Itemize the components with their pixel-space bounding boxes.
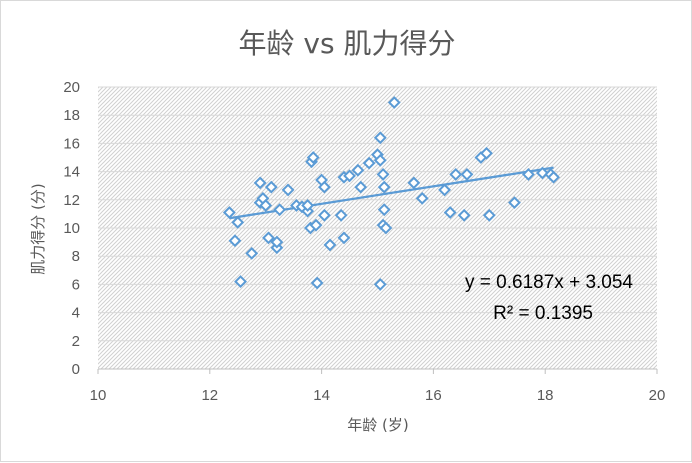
y-tick-label: 12 [63, 192, 80, 209]
x-tick-label: 18 [537, 387, 554, 404]
data-point [460, 168, 474, 181]
data-point [301, 199, 315, 212]
data-point [438, 183, 451, 197]
trendline-equation: y = 0.6187x + 3.054 [465, 272, 633, 293]
data-point [547, 170, 560, 184]
data-point [337, 231, 351, 245]
y-tick-label: 6 [72, 276, 80, 293]
chart-title: 年龄 vs 肌力得分 [239, 27, 456, 60]
data-point [317, 208, 331, 222]
data-point [270, 235, 284, 249]
data-point [310, 276, 324, 290]
data-point [228, 234, 242, 248]
data-point [407, 176, 421, 190]
gridlines [98, 86, 657, 370]
data-point [480, 146, 493, 160]
data-point [323, 238, 337, 252]
data-point [362, 156, 376, 170]
y-tick-label: 8 [72, 248, 80, 265]
y-tick-label: 2 [72, 333, 80, 350]
x-tick-label: 12 [201, 387, 218, 404]
x-tick-label: 20 [649, 387, 666, 404]
y-tick-label: 16 [63, 135, 80, 152]
data-point [262, 231, 275, 245]
data-point [387, 96, 401, 109]
data-point [379, 221, 393, 235]
data-point [281, 183, 295, 197]
data-point [317, 180, 331, 194]
y-tick-label: 14 [63, 164, 80, 181]
data-points [222, 96, 560, 291]
data-point [264, 180, 278, 194]
data-point [449, 168, 463, 181]
x-tick-label: 16 [425, 387, 442, 404]
data-point [482, 208, 496, 222]
data-point [354, 180, 368, 194]
y-tick-label: 0 [72, 361, 80, 378]
data-point [373, 277, 387, 291]
data-point [231, 215, 245, 229]
data-point [309, 218, 323, 232]
data-point [508, 196, 521, 210]
data-point [222, 206, 236, 219]
data-point [443, 206, 457, 219]
y-axis-ticks: 0 2 4 6 8 10 12 14 16 18 20 [63, 79, 80, 378]
x-tick-label: 10 [90, 387, 107, 404]
data-point [245, 246, 259, 260]
data-point [351, 163, 365, 177]
data-point [373, 131, 387, 145]
y-tick-label: 4 [72, 305, 80, 322]
data-point [415, 191, 429, 205]
data-point [253, 176, 267, 190]
data-point [377, 203, 391, 217]
data-point [273, 203, 287, 217]
data-point [376, 168, 390, 181]
y-tick-label: 20 [63, 79, 80, 96]
data-point [457, 208, 471, 222]
data-point [377, 180, 391, 194]
x-axis-ticks: 10 12 14 16 18 20 [90, 369, 666, 404]
data-point [306, 151, 320, 164]
trendline-r-squared: R² = 0.1395 [493, 303, 593, 324]
y-axis-label: 肌力得分 (分) [29, 183, 47, 274]
data-point [234, 275, 247, 288]
data-point [522, 168, 535, 181]
y-tick-label: 18 [63, 107, 80, 124]
data-point [343, 169, 356, 183]
data-point [259, 199, 273, 212]
y-tick-label: 10 [63, 220, 80, 237]
x-axis-label: 年龄 (岁) [347, 416, 408, 434]
x-tick-label: 14 [313, 387, 330, 404]
data-point [334, 208, 348, 222]
data-point [535, 166, 549, 180]
data-point [373, 153, 387, 167]
